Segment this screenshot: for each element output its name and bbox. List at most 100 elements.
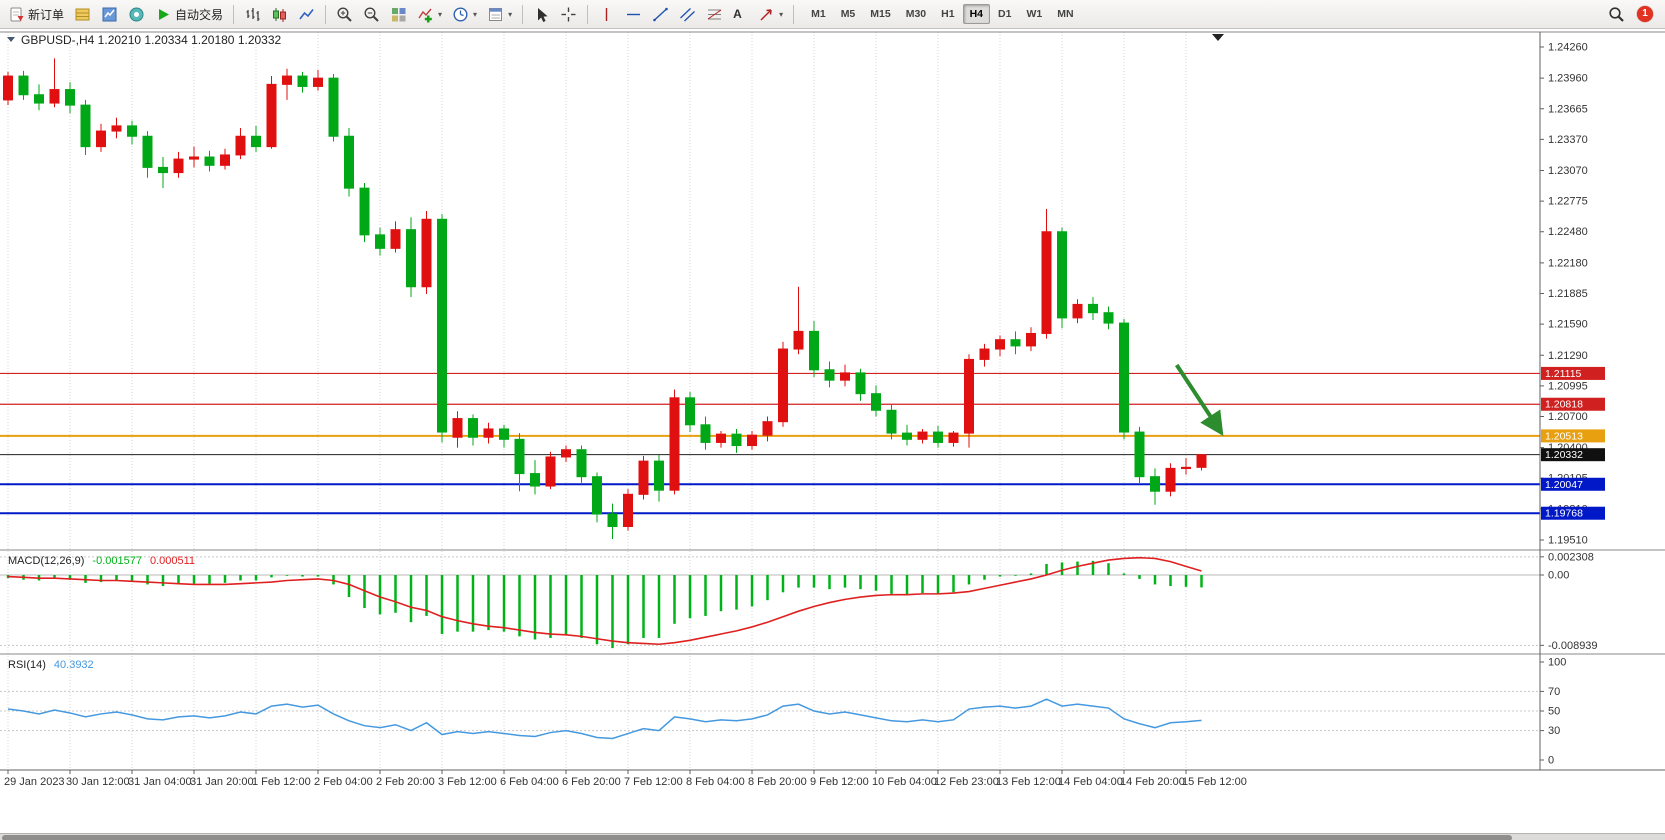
candle-body (824, 369, 835, 381)
svg-text:1.21115: 1.21115 (1545, 368, 1582, 380)
candlestick-chart-icon (271, 6, 288, 23)
horizontal-scrollbar[interactable] (0, 833, 1665, 840)
toolbar-separator (793, 4, 795, 24)
channel-tool-button[interactable] (675, 3, 700, 26)
autotrading-button[interactable]: 自动交易 (151, 3, 227, 26)
candle-body (1088, 303, 1098, 314)
new-order-label: 新订单 (28, 7, 65, 22)
horizontal-line-tool-button[interactable] (621, 3, 646, 26)
autotrading-play-icon (155, 6, 172, 23)
arrow-annotation[interactable] (1175, 363, 1224, 437)
trendline-icon (652, 6, 669, 23)
line-chart-button[interactable] (294, 3, 319, 26)
candle-body (809, 330, 819, 371)
svg-text:1.20332: 1.20332 (1545, 449, 1583, 461)
market-watch-icon (101, 6, 118, 23)
crosshair-icon (560, 6, 577, 23)
candle-body (499, 428, 509, 440)
candle-body (111, 125, 122, 132)
new-order-button[interactable]: 新订单 (4, 3, 68, 26)
svg-text:1.20818: 1.20818 (1545, 399, 1583, 411)
timeframe-d1[interactable]: D1 (991, 4, 1018, 24)
horizontal-line-objects[interactable] (0, 372, 1540, 515)
candle-body (855, 372, 866, 395)
symbols-button[interactable] (70, 3, 95, 26)
candle-body (1165, 467, 1176, 492)
data-window-icon (128, 6, 145, 23)
candle-body (545, 456, 556, 487)
zoom-out-icon (363, 6, 380, 23)
svg-text:1.23070: 1.23070 (1548, 165, 1588, 177)
candle-body (886, 409, 897, 434)
candle-body (1072, 303, 1083, 319)
indicator-level-lines (0, 556, 1540, 732)
channel-icon (679, 6, 696, 23)
price-badge (1541, 429, 1605, 443)
timeframe-h1[interactable]: H1 (934, 4, 961, 24)
scrollbar-thumb[interactable] (2, 835, 1512, 840)
tile-windows-icon (390, 6, 407, 23)
svg-text:13 Feb 12:00: 13 Feb 12:00 (996, 776, 1061, 788)
trendline-tool-button[interactable] (648, 3, 673, 26)
vertical-line-icon (598, 6, 615, 23)
svg-text:14 Feb 20:00: 14 Feb 20:00 (1120, 776, 1185, 788)
svg-text:1.23370: 1.23370 (1548, 134, 1588, 146)
candle-body (700, 424, 711, 443)
price-axis[interactable]: 1.24260 1.23960 1.23665 1.23370 1.23070 1.227… (1540, 42, 1598, 767)
candle-body (3, 75, 13, 101)
search-button[interactable] (1604, 3, 1629, 26)
templates-button[interactable]: ▾ (483, 3, 516, 26)
candle-body (220, 154, 230, 166)
timeframe-m30[interactable]: M30 (899, 4, 933, 24)
chart-shift-marker[interactable] (1212, 34, 1224, 41)
text-tool-button[interactable]: A (729, 3, 752, 26)
candle-body (390, 229, 401, 249)
svg-text:1.22180: 1.22180 (1548, 257, 1588, 269)
candlestick-chart-button[interactable] (267, 3, 292, 26)
symbol-dropdown-icon[interactable] (7, 37, 15, 42)
svg-text:31 Jan 20:00: 31 Jan 20:00 (190, 776, 254, 788)
svg-text:29 Jan 2023: 29 Jan 2023 (4, 776, 65, 788)
arrows-tool-button[interactable]: ▾ (754, 3, 787, 26)
timeframe-m1[interactable]: M1 (804, 4, 833, 24)
candle-body (778, 348, 788, 423)
svg-text:1.23960: 1.23960 (1548, 73, 1588, 85)
svg-text:0.002308: 0.002308 (1548, 551, 1594, 563)
price-badge (1541, 397, 1605, 411)
zoom-out-button[interactable] (359, 3, 384, 26)
svg-text:1.22480: 1.22480 (1548, 226, 1588, 238)
price-badge (1541, 477, 1605, 491)
svg-text:15 Feb 12:00: 15 Feb 12:00 (1182, 776, 1247, 788)
svg-text:12 Feb 23:00: 12 Feb 23:00 (934, 776, 999, 788)
template-icon (487, 6, 504, 23)
notification-badge[interactable]: 1 (1637, 6, 1653, 22)
price-badge (1541, 366, 1605, 380)
timeframe-m15[interactable]: M15 (863, 4, 897, 24)
periods-button[interactable]: ▾ (448, 3, 481, 26)
tile-windows-button[interactable] (386, 3, 411, 26)
data-window-button[interactable] (124, 3, 149, 26)
candle-body (49, 89, 60, 104)
candle-body (437, 218, 447, 433)
vertical-line-tool-button[interactable] (594, 3, 619, 26)
cursor-tool-button[interactable] (529, 3, 554, 26)
timeframe-m5[interactable]: M5 (834, 4, 863, 24)
market-watch-button[interactable] (97, 3, 122, 26)
zoom-in-button[interactable] (332, 3, 357, 26)
indicators-button[interactable]: ▾ (413, 3, 446, 26)
timeframe-mn[interactable]: MN (1050, 4, 1080, 24)
crosshair-tool-button[interactable] (556, 3, 581, 26)
candle-body (514, 438, 525, 475)
bar-chart-button[interactable] (240, 3, 265, 26)
chart-canvas[interactable]: 1.24260 1.23960 1.23665 1.23370 1.23070 1.227… (0, 29, 1665, 833)
autotrading-label: 自动交易 (175, 7, 224, 22)
svg-text:8 Feb 20:00: 8 Feb 20:00 (748, 776, 807, 788)
candle-body (902, 432, 912, 440)
timeframe-w1[interactable]: W1 (1019, 4, 1049, 24)
timeframe-h4[interactable]: H4 (962, 4, 991, 24)
symbols-icon (74, 6, 91, 23)
fibonacci-tool-button[interactable] (702, 3, 727, 26)
candle-body (948, 432, 959, 443)
candle-body (592, 476, 602, 515)
